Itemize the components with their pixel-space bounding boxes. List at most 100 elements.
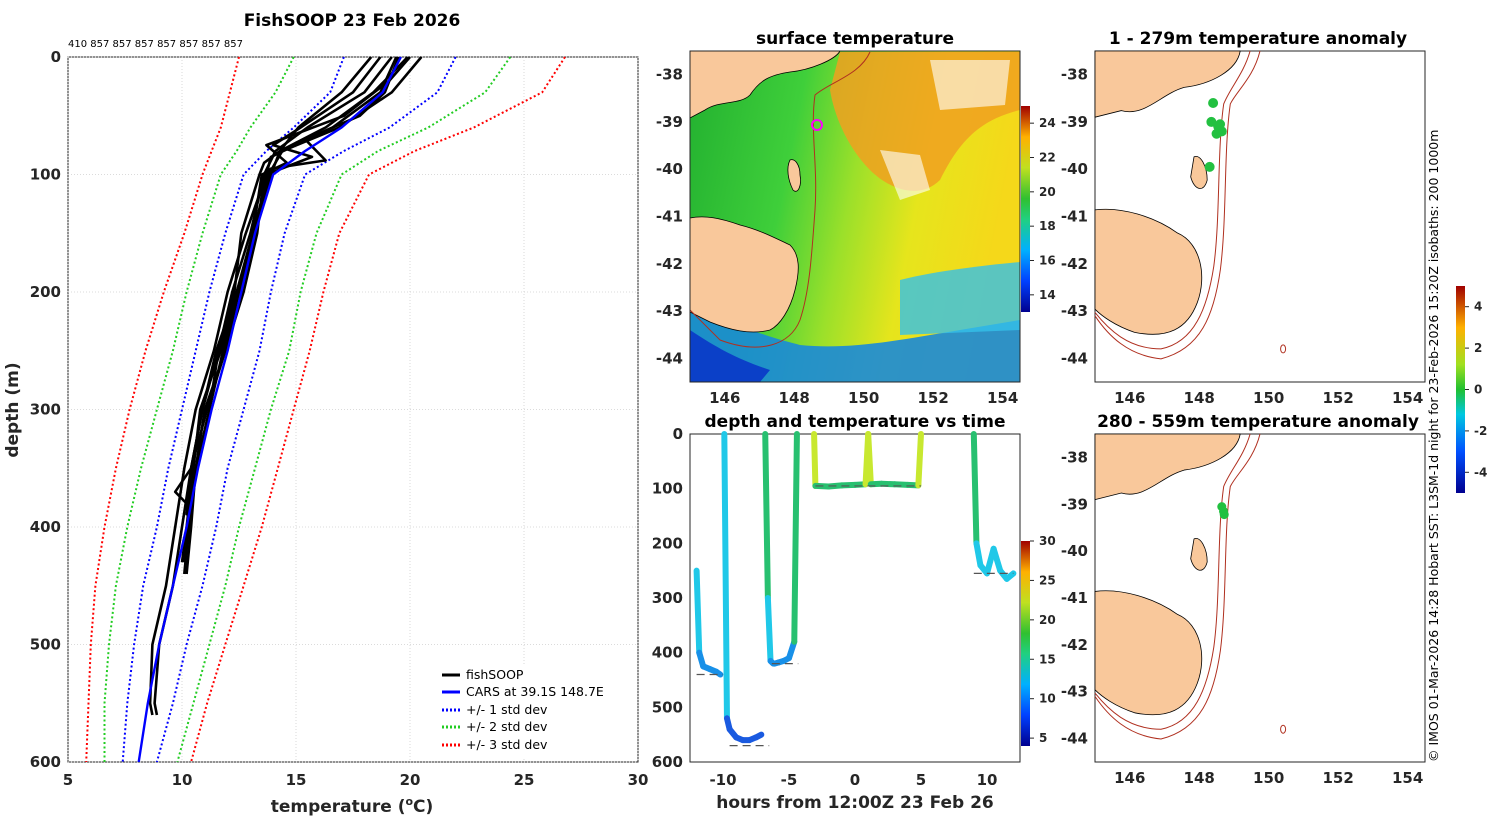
anom-colorbar-tick-label: 4	[1474, 300, 1482, 314]
anom1-ytick-label: -43	[1061, 302, 1088, 320]
sst-ytick-label: -43	[656, 302, 683, 320]
seamount-contour	[1280, 724, 1287, 734]
timeseries-colorbar-tick-label: 10	[1039, 692, 1056, 706]
anom1-point	[1215, 119, 1226, 130]
profile-xtick-label: 30	[628, 771, 649, 789]
anom2-title: 280 - 559m temperature anomaly	[1097, 412, 1419, 432]
timeseries-track-segment	[693, 567, 703, 656]
anom2-tick-labels: 146 148 150 152 154 -38 -39 -40 -41 -42 -43 -44	[1061, 448, 1423, 787]
timeseries-title: depth and temperature vs time	[705, 412, 1006, 432]
sst-land-flinders	[787, 159, 801, 192]
legend-sd3: +/- 3 std dev	[466, 737, 548, 752]
anom2-ytick-label: -40	[1061, 542, 1088, 560]
anom1-title: 1 - 279m temperature anomaly	[1109, 29, 1407, 49]
profile-ytick-label: 600	[30, 753, 61, 771]
anom2-point	[1219, 510, 1229, 520]
timeseries-tracks	[693, 431, 1017, 747]
timeseries-track-segment	[762, 431, 771, 601]
mainland-land	[1094, 50, 1241, 118]
flinders-island	[1190, 538, 1208, 571]
isobath-200m	[1094, 50, 1251, 350]
anom1-ytick-label: -44	[1061, 349, 1088, 367]
sst-colorbar	[1021, 106, 1030, 312]
anom-colorbar-tick-label: 0	[1474, 383, 1482, 397]
profile-xtick-label: 15	[286, 771, 307, 789]
timeseries-track-segment	[970, 431, 980, 547]
sst-cloud-white	[880, 60, 1010, 200]
profile-ytick-label: 300	[30, 401, 61, 419]
sst-ytick-label: -44	[656, 349, 683, 367]
timeseries-track-segment	[764, 595, 774, 664]
sst-cold-south	[690, 300, 1020, 382]
timeseries-xlabel: hours from 12:00Z 23 Feb 26	[716, 793, 994, 813]
timeseries-xtick-label: -5	[781, 771, 798, 789]
timeseries-xtick-label: 10	[977, 771, 998, 789]
profile-xtick-label: 5	[63, 771, 73, 789]
anom2-xtick-label: 146	[1114, 769, 1145, 787]
profile-xtick-label: 10	[172, 771, 193, 789]
timeseries-colorbar-tick-label: 5	[1039, 731, 1047, 745]
legend-sd1: +/- 1 std dev	[466, 702, 548, 717]
fishsoop-cast-3	[173, 56, 423, 563]
sst-xtick-label: 152	[918, 389, 949, 407]
sst-colorbar-tick-label: 22	[1039, 151, 1056, 165]
profile-xtick-label: 20	[400, 771, 421, 789]
timeseries-colorbar-tick-label: 25	[1039, 573, 1056, 587]
anom1-ytick-label: -41	[1061, 208, 1088, 226]
timeseries-colorbar-tick-label: 15	[1039, 652, 1056, 666]
timeseries-track-segment	[973, 540, 984, 569]
sst-ytick-label: -41	[656, 208, 683, 226]
anom-colorbar-tick-label: -4	[1474, 465, 1487, 479]
timeseries-colorbar	[1021, 541, 1030, 746]
sst-ytick-label: -38	[656, 66, 683, 84]
timeseries-track-segment	[865, 431, 874, 488]
sd3-plus-line	[190, 56, 566, 763]
fishsoop-cast-2	[180, 56, 409, 563]
profile-ytick-label: 200	[30, 283, 61, 301]
sst-axes-frame	[689, 50, 1021, 383]
profile-ytick-label: 500	[30, 636, 61, 654]
profile-xlabel: temperature (oC)	[271, 795, 434, 817]
fishsoop-cast-7	[208, 56, 398, 410]
timeseries-ytick-label: 600	[652, 753, 683, 771]
timeseries-ytick-label: 0	[673, 425, 683, 443]
profile-ytick-label: 0	[51, 48, 61, 66]
sst-land-victoria	[689, 50, 841, 119]
sst-colorbar-ticks: 14 16 18 20 22 24	[1030, 116, 1056, 302]
sd1-plus-line	[155, 56, 457, 763]
legend-fishsoop: fishSOOP	[466, 667, 524, 682]
anom1-point	[1211, 128, 1222, 139]
anom1-point	[1204, 161, 1215, 172]
profile-ytick-label: 100	[30, 166, 61, 184]
anom-colorbar-tick-label: -2	[1474, 424, 1487, 438]
profile-ylabel: depth (m)	[3, 362, 23, 457]
seamount-contour	[1280, 344, 1287, 354]
timeseries-track-segment	[915, 431, 924, 489]
anom1-xtick-label: 154	[1392, 389, 1423, 407]
anom1-point	[1208, 98, 1219, 109]
timeseries-track-segment	[713, 668, 724, 678]
profile-panel: FishSOOP 23 Feb 2026 410 857 857 857 857…	[3, 11, 648, 817]
sst-deep-blue	[690, 330, 770, 382]
sst-colorbar-tick-label: 16	[1039, 254, 1056, 268]
anom-colorbar-ticks: -4 -2 0 2 4	[1465, 300, 1487, 479]
timeseries-track-segment	[791, 431, 800, 645]
legend-sd2: +/- 2 std dev	[466, 719, 548, 734]
sst-ytick-label: -39	[656, 113, 683, 131]
sst-ytick-label: -42	[656, 255, 683, 273]
timeseries-colorbar-ticks: 5 10 15 20 25 30	[1030, 534, 1056, 745]
timeseries-ytick-label: 400	[652, 644, 683, 662]
anom2-panel: 280 - 559m temperature anomaly 146 148 150…	[1061, 412, 1426, 787]
anom1-xtick-label: 152	[1323, 389, 1354, 407]
sst-colorbar-tick-label: 14	[1039, 288, 1056, 302]
sst-land-tasmania	[689, 216, 799, 333]
anom-colorbar-tick-label: 2	[1474, 341, 1482, 355]
timeseries-xtick-label: 5	[916, 771, 926, 789]
timeseries-track-segment	[1003, 570, 1017, 582]
anom1-xtick-label: 148	[1184, 389, 1215, 407]
sst-tick-labels: 146 148 150 152 154 -38 -39 -40 -41 -42 -43 -44	[656, 66, 1018, 407]
anom1-xtick-label: 146	[1114, 389, 1145, 407]
